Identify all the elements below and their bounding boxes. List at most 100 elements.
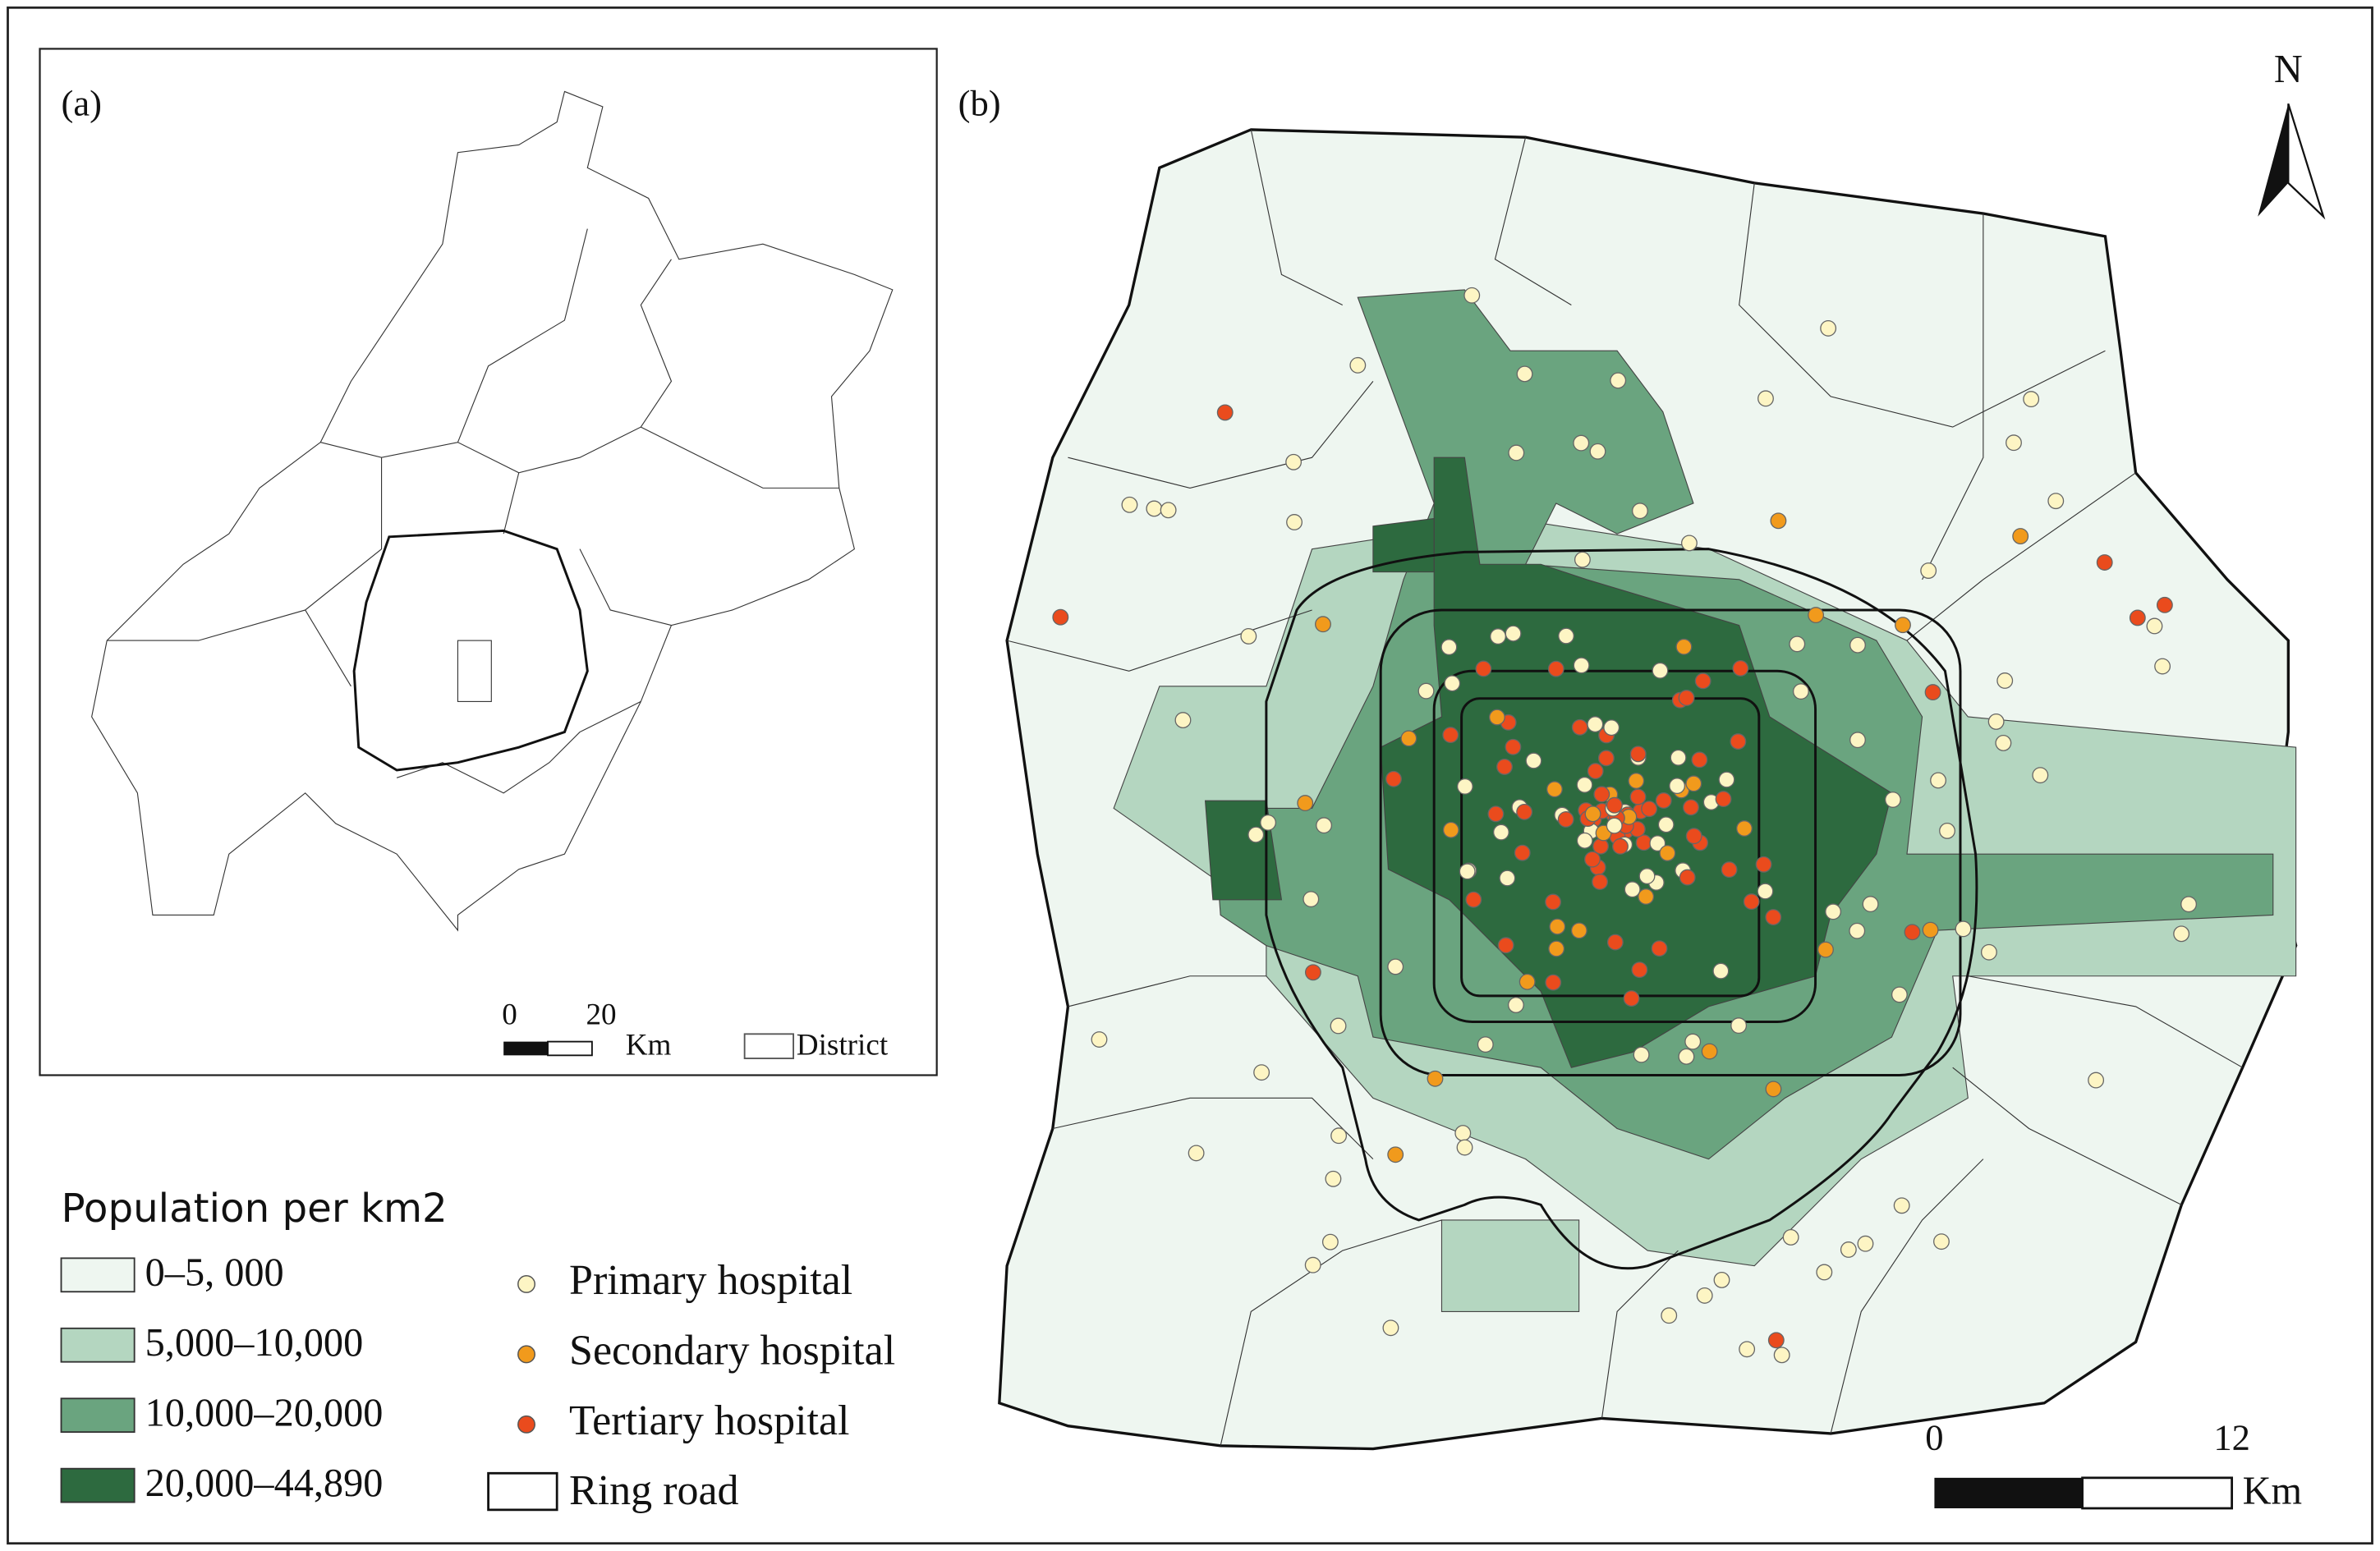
district-swatch — [743, 1033, 794, 1059]
hospital-layer — [1052, 287, 2197, 1364]
legend-swatch — [60, 1257, 136, 1293]
hospital-marker — [1980, 943, 1997, 961]
scale-label: 12 — [2213, 1416, 2250, 1457]
hospital-marker — [1304, 1256, 1321, 1273]
hospital-marker — [1683, 799, 1699, 816]
hospital-marker — [1789, 636, 1806, 653]
hospital-marker — [1593, 786, 1610, 803]
hospital-marker — [1922, 921, 1939, 938]
hospital-marker — [1849, 922, 1866, 939]
hospital-marker — [1649, 835, 1666, 852]
hospital-marker — [1955, 920, 1972, 938]
hospital-marker — [1817, 941, 1834, 958]
hospital-marker — [2096, 554, 2113, 571]
hospital-marker — [1260, 814, 1277, 831]
hospital-marker — [1456, 1139, 1473, 1156]
hospital-marker — [1584, 851, 1601, 868]
hospital-marker — [1463, 287, 1481, 304]
hospital-marker — [1477, 1036, 1494, 1053]
hospital-marker — [1629, 746, 1647, 763]
hospital-marker — [1995, 734, 2012, 751]
district-label: District — [797, 1029, 889, 1062]
hospital-marker — [1285, 453, 1303, 470]
hospital-marker — [1587, 716, 1604, 733]
hospital-marker — [1606, 796, 1623, 814]
hospital-marker — [1547, 660, 1564, 677]
hospital-marker — [1631, 961, 1648, 979]
hospital-marker — [1465, 891, 1482, 908]
ring-road — [1265, 548, 1978, 1270]
hospital-marker — [1816, 1264, 1833, 1281]
legend-label: 20,000–44,890 — [145, 1462, 384, 1505]
hospital-marker — [1497, 937, 1514, 954]
hospital-marker — [1546, 781, 1563, 798]
hospital-marker — [1655, 792, 1672, 809]
hospital-marker — [2154, 658, 2171, 675]
hospital-marker — [1487, 805, 1505, 823]
hospital-marker — [1315, 616, 1331, 633]
hospital-marker — [1304, 964, 1321, 981]
hospital-marker — [1670, 749, 1687, 766]
hospital-marker — [1712, 962, 1730, 980]
hospital-marker — [1765, 1081, 1782, 1098]
hospital-marker — [1573, 434, 1590, 452]
hospital-marker — [1603, 719, 1620, 736]
hospital-marker — [1545, 974, 1562, 991]
hospital-marker — [1743, 893, 1760, 911]
hospital-marker — [1505, 738, 1522, 755]
hospital-marker — [1939, 822, 1955, 839]
north-arrow — [2258, 103, 2289, 217]
hospital-marker — [1629, 788, 1647, 805]
hospital-marker — [1475, 660, 1492, 677]
hospital-marker — [1488, 709, 1505, 726]
hospital-marker — [1732, 659, 1749, 677]
district-lines — [1006, 129, 2243, 1446]
hospital-marker — [1678, 690, 1695, 706]
hospital-marker — [1548, 940, 1565, 957]
hospital-marker — [1862, 896, 1879, 913]
hospital-marker — [1632, 502, 1648, 520]
hospital-marker — [1610, 372, 1627, 389]
hospital-marker — [1933, 1233, 1950, 1250]
hospital-marker — [1456, 778, 1473, 795]
ring-road — [1379, 608, 1962, 1076]
hospital-marker — [1659, 845, 1676, 861]
hospital-marker — [1316, 817, 1333, 834]
hospital-marker — [1052, 608, 1069, 626]
legend-label: Secondary hospital — [569, 1327, 895, 1374]
panel-label: (b) — [958, 82, 1001, 123]
hospital-marker — [1508, 444, 1525, 461]
hospital-marker — [1349, 356, 1367, 374]
hospital-marker — [1730, 1017, 1748, 1035]
hospital-marker — [1893, 1197, 1910, 1214]
hospital-marker — [1549, 918, 1566, 935]
hospital-marker — [1505, 625, 1522, 642]
panel-a-frame — [39, 48, 938, 1076]
ring-road — [352, 529, 589, 772]
hospital-marker — [1757, 883, 1774, 900]
hospital-marker — [1904, 924, 1921, 941]
hospital-marker — [1382, 1319, 1399, 1337]
scale-label: 0 — [1925, 1416, 1943, 1457]
hospital-marker — [1297, 795, 1314, 812]
ring-road — [1432, 669, 1817, 1023]
hospital-marker — [1216, 404, 1234, 421]
hospital-marker — [1773, 1347, 1790, 1364]
ring-road — [1460, 697, 1761, 998]
hospital-marker — [1730, 733, 1747, 750]
hospital-marker — [1996, 672, 2014, 689]
hospital-marker — [2006, 434, 2022, 452]
scale-bar — [1934, 1477, 2083, 1508]
hospital-marker — [1638, 888, 1655, 905]
hospital-marker — [1820, 319, 1837, 337]
hospital-marker — [1651, 940, 1668, 957]
hospital-marker — [1174, 712, 1192, 729]
hospital-marker — [1757, 390, 1774, 407]
hospital-marker — [1492, 824, 1509, 841]
hospital-marker — [1573, 657, 1590, 674]
hospital-marker — [1920, 562, 1937, 579]
hospital-marker — [2129, 609, 2146, 626]
hospital-marker — [1570, 922, 1587, 939]
hospital-marker — [1387, 1146, 1404, 1163]
